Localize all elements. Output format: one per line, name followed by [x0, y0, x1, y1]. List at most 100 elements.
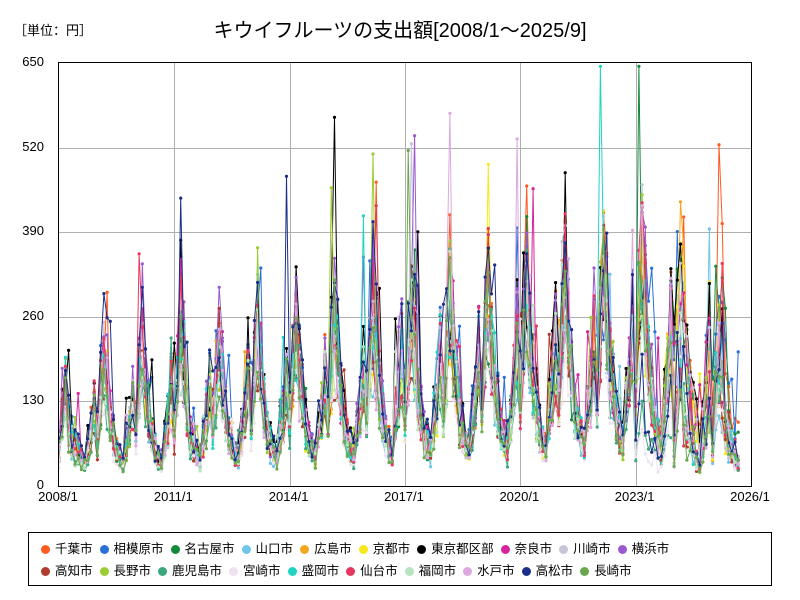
series-point: [566, 374, 570, 378]
series-point: [358, 375, 362, 379]
series-point: [678, 261, 683, 265]
legend-marker-icon: [415, 543, 428, 556]
series-point: [332, 395, 337, 400]
series-point: [525, 215, 529, 219]
series-point: [448, 250, 452, 254]
series-point: [538, 434, 542, 438]
legend-item[interactable]: 千葉市: [39, 542, 93, 556]
legend-item[interactable]: 仙台市: [344, 564, 398, 578]
series-point: [566, 360, 570, 365]
series-point: [605, 375, 609, 380]
series-point: [653, 429, 657, 433]
series-point: [521, 308, 526, 312]
series-point: [342, 413, 346, 417]
series-point: [297, 419, 301, 423]
legend-item[interactable]: 鹿児島市: [156, 564, 222, 578]
series-point: [406, 342, 410, 347]
series-point: [233, 463, 237, 468]
series-point: [611, 355, 615, 360]
series-point: [502, 430, 506, 434]
series-point: [707, 396, 712, 400]
series-point: [682, 345, 686, 349]
legend-item[interactable]: 名古屋市: [169, 542, 235, 556]
legend-item[interactable]: 高知市: [39, 564, 93, 578]
series-point: [278, 423, 282, 427]
series-point: [618, 393, 622, 398]
series-point: [579, 446, 583, 451]
series-point: [323, 336, 327, 340]
series-point: [499, 439, 503, 443]
legend-item[interactable]: 東京都区部: [415, 542, 494, 556]
series-point: [300, 425, 305, 429]
series-point: [422, 410, 426, 414]
series-point: [371, 220, 375, 224]
series-point: [268, 461, 272, 465]
series-point: [115, 462, 119, 466]
legend-marker-icon: [98, 543, 111, 556]
series-point: [124, 421, 128, 425]
series-point: [656, 434, 660, 438]
series-point: [717, 321, 721, 325]
series-point: [675, 330, 679, 335]
legend-item[interactable]: 水戸市: [461, 564, 515, 578]
series-point: [361, 345, 365, 349]
legend-item[interactable]: 盛岡市: [286, 564, 339, 578]
series-point: [550, 418, 554, 422]
legend-item[interactable]: 相模原市: [98, 542, 164, 556]
series-point: [579, 419, 583, 423]
series-point: [134, 432, 138, 437]
series-point: [682, 444, 686, 448]
series-point: [307, 440, 311, 444]
series-point: [605, 367, 609, 371]
legend-item[interactable]: 山口市: [240, 542, 293, 556]
series-point: [262, 390, 266, 394]
series-point: [598, 378, 603, 382]
series-point: [79, 462, 83, 466]
legend-item[interactable]: 高松市: [520, 564, 573, 578]
series-point: [201, 419, 205, 423]
series-point: [733, 460, 737, 464]
legend-item[interactable]: 宮崎市: [227, 564, 281, 578]
series-point: [352, 452, 356, 456]
series-point: [60, 435, 64, 439]
series-point: [326, 434, 330, 438]
series-point: [650, 450, 654, 454]
x-tick-label: 2026/1: [730, 489, 770, 504]
series-point: [371, 360, 375, 364]
series-point: [525, 231, 529, 235]
legend-item[interactable]: 長崎市: [578, 564, 632, 578]
series-point: [166, 446, 170, 450]
series-point: [368, 327, 372, 332]
series-point: [240, 409, 244, 413]
series-point: [486, 348, 490, 352]
series-point: [352, 458, 356, 462]
legend-item[interactable]: 長野市: [98, 564, 151, 578]
legend-item[interactable]: 福岡市: [403, 564, 456, 578]
series-point: [156, 467, 160, 471]
series-point: [717, 403, 721, 408]
series-point: [464, 456, 468, 460]
series-point: [387, 460, 391, 465]
series-point: [179, 196, 183, 200]
series-point: [454, 414, 458, 418]
series-point: [278, 417, 282, 421]
legend-item[interactable]: 京都市: [357, 542, 410, 556]
legend-item[interactable]: 川崎市: [557, 542, 611, 556]
series-point: [579, 425, 583, 429]
legend-marker-icon: [557, 543, 570, 556]
series-point: [313, 452, 317, 456]
series-point: [573, 420, 577, 424]
series-point: [698, 463, 702, 467]
legend-item[interactable]: 広島市: [298, 542, 352, 556]
legend-item[interactable]: 奈良市: [499, 542, 552, 556]
series-point: [371, 152, 375, 156]
series-point: [227, 444, 231, 448]
series-point: [111, 418, 116, 422]
series-point: [272, 461, 276, 465]
legend-item[interactable]: 横浜市: [616, 542, 669, 556]
series-point: [515, 287, 519, 291]
series-point: [662, 434, 667, 438]
series-point: [489, 388, 494, 392]
series-point: [666, 429, 670, 433]
series-point: [83, 458, 87, 462]
